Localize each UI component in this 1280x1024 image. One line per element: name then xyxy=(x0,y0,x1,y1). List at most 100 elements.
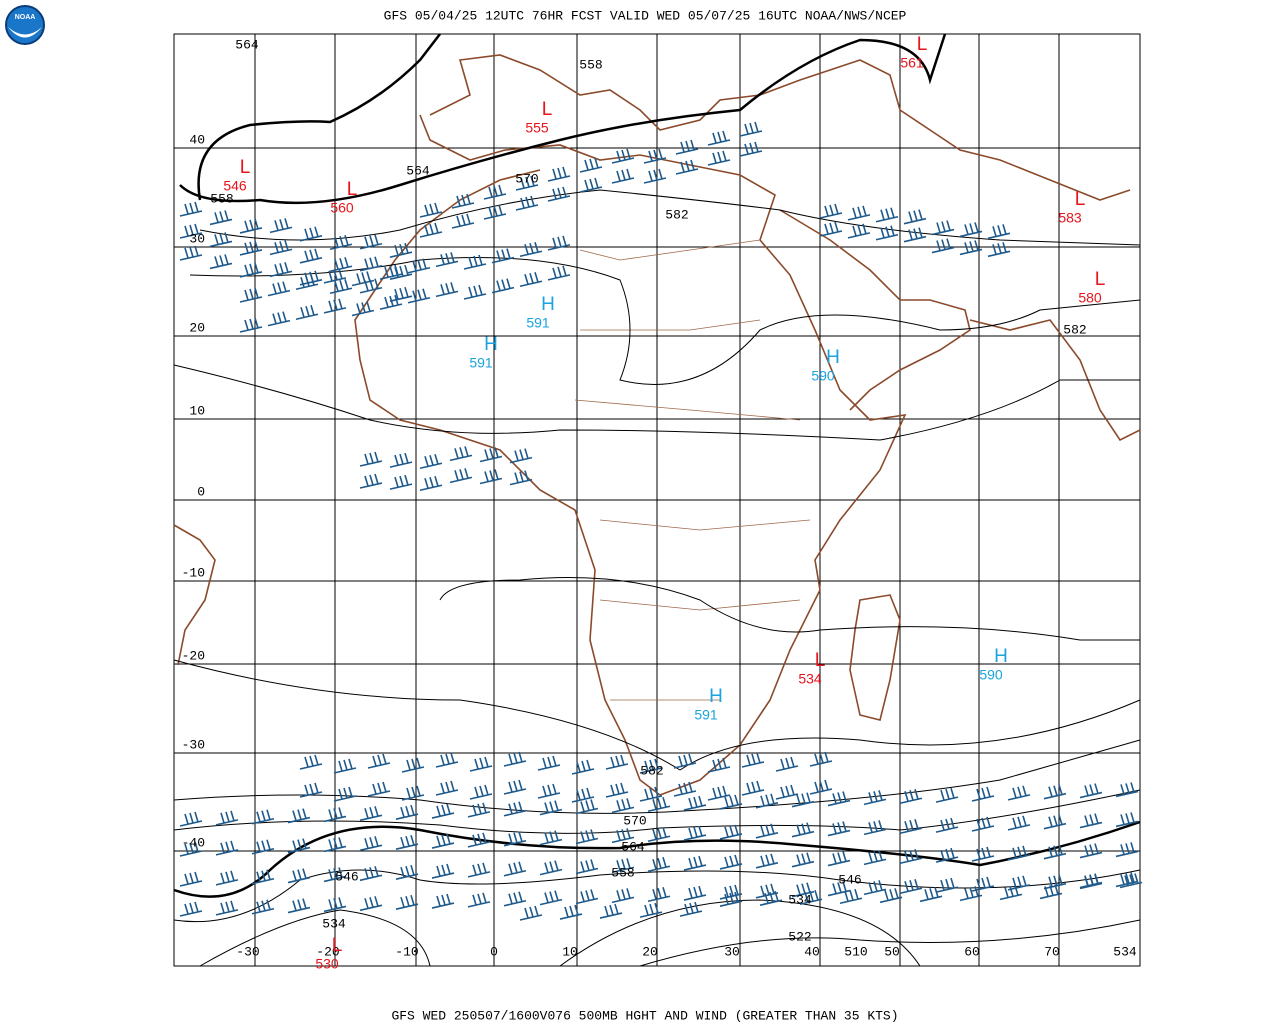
wind-barb xyxy=(509,470,533,486)
wind-barb xyxy=(329,279,353,295)
contour-label: 564 xyxy=(235,37,259,52)
wind-barb xyxy=(287,898,311,914)
wind-barb xyxy=(935,847,959,863)
wind-barb xyxy=(463,284,487,300)
wind-barb xyxy=(451,193,475,209)
wind-barb xyxy=(791,792,815,808)
longitude-label: 70 xyxy=(1044,944,1060,959)
wind-barb xyxy=(899,879,923,895)
wind-barb xyxy=(539,830,563,846)
wind-barb xyxy=(827,851,851,867)
pressure-center-value: 583 xyxy=(1058,210,1082,226)
wind-barb xyxy=(1079,874,1103,890)
wind-barb xyxy=(1119,873,1143,889)
wind-barb xyxy=(1007,785,1031,801)
wind-barb xyxy=(605,754,629,770)
longitude-label: 50 xyxy=(884,944,900,959)
wind-barb xyxy=(707,757,731,773)
wind-barb xyxy=(971,876,995,892)
wind-barb xyxy=(419,476,443,492)
wind-barb xyxy=(367,781,391,797)
pressure-center-symbol: H xyxy=(484,334,498,355)
wind-barb xyxy=(571,759,595,775)
wind-barb xyxy=(299,226,323,242)
wind-barb xyxy=(539,890,563,906)
pressure-center-symbol: L xyxy=(240,157,251,178)
pressure-center-symbol: H xyxy=(541,294,555,315)
latitude-label: 0 xyxy=(197,484,205,499)
pressure-center-symbol: L xyxy=(332,935,343,956)
wind-barb xyxy=(775,756,799,772)
wind-barb xyxy=(647,796,671,813)
wind-barb xyxy=(431,803,455,819)
wind-barb xyxy=(251,809,275,825)
wind-barb xyxy=(401,785,425,801)
wind-barb xyxy=(1007,815,1031,831)
contour-label: 582 xyxy=(1063,322,1086,337)
wind-barb xyxy=(179,245,203,261)
wind-barb xyxy=(673,781,697,797)
wind-barb xyxy=(389,452,413,468)
wind-barb xyxy=(451,213,475,229)
wind-barb xyxy=(643,168,667,184)
wind-barb xyxy=(323,807,347,823)
wind-barb xyxy=(287,838,311,854)
wind-barb xyxy=(239,262,263,278)
wind-barb xyxy=(571,787,595,803)
wind-barb xyxy=(503,891,527,907)
longitude-label: -10 xyxy=(395,944,418,959)
wind-barb xyxy=(827,791,851,807)
wind-barb xyxy=(299,782,323,798)
longitude-label: 20 xyxy=(642,944,658,959)
wind-barb xyxy=(755,853,779,869)
wind-barb xyxy=(707,130,731,146)
wind-barb xyxy=(389,474,413,490)
wind-barb xyxy=(809,779,833,795)
wind-barb xyxy=(299,754,323,770)
pressure-center-symbol: L xyxy=(815,650,826,671)
wind-barb xyxy=(1043,814,1067,830)
wind-barb xyxy=(515,175,539,191)
latitude-label: -30 xyxy=(182,737,205,752)
wind-barb xyxy=(791,882,815,898)
wind-barb xyxy=(323,298,347,314)
wind-barb xyxy=(1079,843,1103,859)
wind-barb xyxy=(351,301,375,317)
pressure-center-symbol: L xyxy=(917,34,928,55)
wind-barb xyxy=(389,264,413,280)
wind-barb xyxy=(239,287,263,303)
wind-barb xyxy=(269,240,293,256)
contour-label: 534 xyxy=(1113,944,1137,959)
wind-barbs xyxy=(179,121,1143,921)
wind-barb xyxy=(239,317,263,333)
wind-barb xyxy=(611,168,635,184)
pressure-center-value: 580 xyxy=(1078,290,1102,306)
wind-barb xyxy=(503,801,527,817)
wind-barb xyxy=(333,758,357,774)
wind-barb xyxy=(215,840,239,856)
wind-barb xyxy=(799,889,823,906)
wind-barb xyxy=(579,157,603,173)
wind-barb xyxy=(267,281,291,297)
wind-barb xyxy=(1079,813,1103,829)
wind-barb xyxy=(491,278,515,294)
wind-barb xyxy=(389,242,413,258)
wind-barb xyxy=(611,858,635,874)
wind-barb xyxy=(599,903,623,919)
wind-barb xyxy=(863,820,887,836)
wind-barb xyxy=(827,821,851,837)
longitude-label: 60 xyxy=(964,944,980,959)
wind-barb xyxy=(683,825,707,841)
coastlines xyxy=(173,54,1141,796)
wind-barb xyxy=(899,789,923,805)
map-caption: GFS WED 250507/1600V076 500MB HGHT AND W… xyxy=(391,1008,898,1023)
wind-barb xyxy=(839,889,863,905)
wind-barb xyxy=(1007,875,1031,891)
wind-barb xyxy=(359,451,383,467)
wind-barb xyxy=(537,783,561,799)
wind-barb xyxy=(683,855,707,871)
contour-label: 546 xyxy=(838,872,861,887)
